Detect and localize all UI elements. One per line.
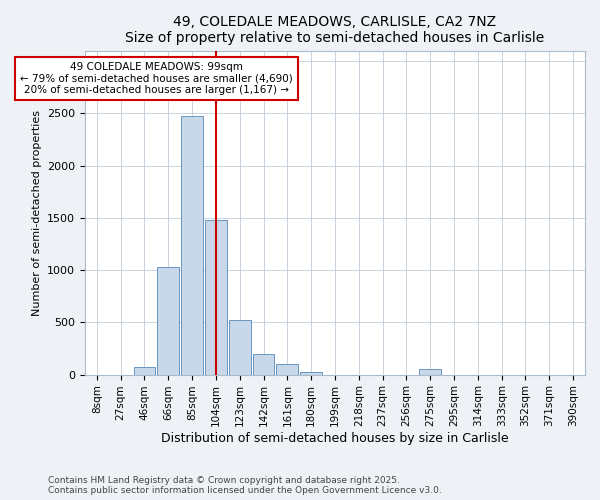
- X-axis label: Distribution of semi-detached houses by size in Carlisle: Distribution of semi-detached houses by …: [161, 432, 509, 445]
- Text: 49 COLEDALE MEADOWS: 99sqm
← 79% of semi-detached houses are smaller (4,690)
20%: 49 COLEDALE MEADOWS: 99sqm ← 79% of semi…: [20, 62, 293, 95]
- Bar: [181, 116, 203, 374]
- Text: Contains HM Land Registry data © Crown copyright and database right 2025.
Contai: Contains HM Land Registry data © Crown c…: [48, 476, 442, 495]
- Bar: [229, 320, 251, 374]
- Bar: [419, 370, 441, 374]
- Y-axis label: Number of semi-detached properties: Number of semi-detached properties: [32, 110, 41, 316]
- Bar: [253, 354, 274, 374]
- Bar: [205, 220, 227, 374]
- Bar: [300, 372, 322, 374]
- Bar: [277, 364, 298, 374]
- Title: 49, COLEDALE MEADOWS, CARLISLE, CA2 7NZ
Size of property relative to semi-detach: 49, COLEDALE MEADOWS, CARLISLE, CA2 7NZ …: [125, 15, 545, 45]
- Bar: [157, 268, 179, 374]
- Bar: [134, 367, 155, 374]
